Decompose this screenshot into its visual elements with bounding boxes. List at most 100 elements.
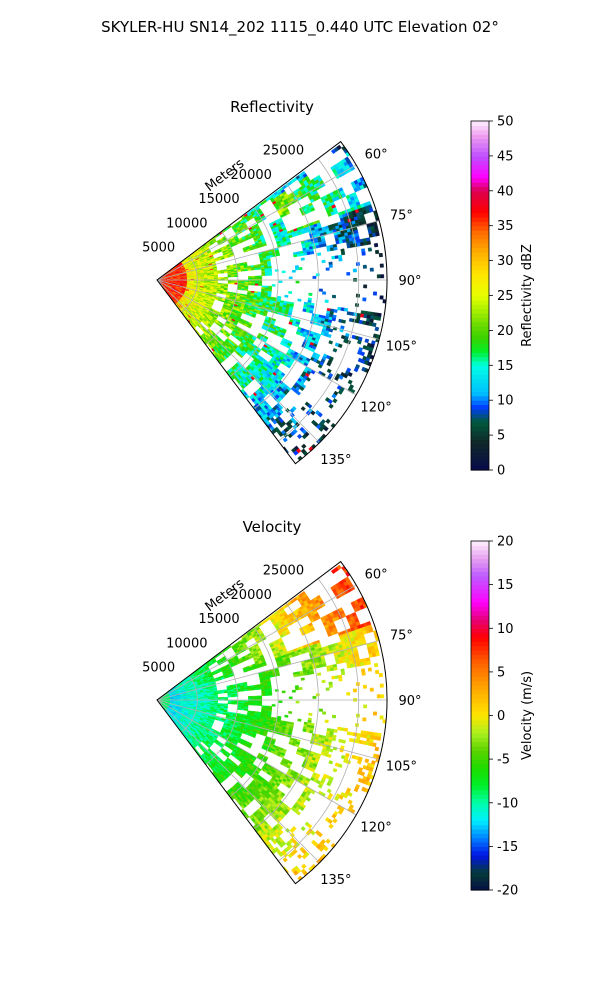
colorbar-tick-label: 35 — [497, 219, 514, 234]
colorbar-segment — [471, 147, 489, 152]
radar-gate — [254, 268, 258, 270]
velocity-title: Velocity — [243, 518, 302, 536]
radar-gate — [231, 283, 234, 284]
colorbar-segment — [471, 226, 489, 231]
radar-gate — [228, 283, 232, 284]
colorbar-segment — [471, 357, 489, 362]
radar-gate — [323, 244, 327, 247]
colorbar-segment — [471, 143, 489, 148]
radar-gate — [335, 256, 339, 259]
radar-gate — [329, 404, 334, 409]
colorbar-segment — [471, 313, 489, 318]
radar-gate — [231, 276, 234, 277]
angle-tick-label: 75° — [390, 209, 413, 224]
radar-gate — [248, 281, 251, 283]
colorbar-segment — [471, 378, 489, 383]
radar-gate — [285, 295, 289, 298]
radar-gate — [288, 291, 292, 293]
radar-gate — [238, 288, 242, 290]
colorbar-segment — [471, 343, 489, 348]
colorbar-segment — [471, 361, 489, 366]
radar-gate — [337, 307, 341, 310]
colorbar-segment — [471, 448, 489, 453]
colorbar-segment — [471, 431, 489, 436]
radial-tick-label: 25000 — [263, 144, 304, 159]
colorbar-segment — [471, 304, 489, 309]
radar-gate — [339, 258, 343, 261]
radar-gate — [332, 295, 336, 298]
colorbar-segment — [471, 248, 489, 253]
colorbar-segment — [471, 165, 489, 170]
colorbar-segment — [471, 422, 489, 427]
colorbar-segment — [471, 296, 489, 301]
angle-tick-label: 90° — [398, 274, 421, 289]
angle-tick-label: 120° — [360, 401, 391, 416]
radar-gate — [334, 309, 338, 312]
colorbar-segment — [471, 291, 489, 296]
radar-gate — [297, 254, 301, 257]
colorbar-segment — [471, 426, 489, 431]
radar-gate — [295, 268, 299, 271]
radar-gate — [310, 251, 314, 254]
radar-gate — [380, 264, 384, 268]
radar-gate — [329, 262, 333, 265]
colorbar-tick-label: 15 — [497, 359, 514, 374]
colorbar-segment — [471, 287, 489, 292]
radar-gate — [370, 268, 374, 272]
colorbar-segment — [471, 204, 489, 209]
angle-tick-label: 135° — [320, 453, 351, 468]
colorbar-segment — [471, 457, 489, 462]
colorbar-segment — [471, 152, 489, 157]
reflectivity-title: Reflectivity — [230, 98, 314, 116]
colorbar-segment — [471, 391, 489, 396]
colorbar-segment — [471, 234, 489, 239]
radar-gate — [309, 310, 313, 313]
radar-gate — [217, 272, 221, 273]
colorbar-segment — [471, 322, 489, 327]
colorbar-segment — [471, 138, 489, 143]
colorbar-tick-label: 45 — [497, 149, 514, 164]
radar-gate — [381, 275, 384, 279]
radar-gate — [333, 398, 338, 403]
colorbar-segment — [471, 208, 489, 213]
colorbar-segment — [471, 274, 489, 279]
velocity-panel: Velocity 5000 10000 15000 20000 25000 Me… — [142, 518, 535, 899]
radar-gate — [329, 340, 333, 344]
radar-gate — [327, 334, 331, 338]
radar-gate — [375, 327, 379, 331]
colorbar-segment — [471, 195, 489, 200]
colorbar-segment — [471, 278, 489, 283]
radar-gate — [294, 254, 298, 257]
radar-gate — [329, 265, 333, 268]
radar-gate — [326, 419, 331, 424]
radar-gate — [357, 340, 361, 344]
radar-gate — [289, 277, 292, 279]
reflectivity-colorbar — [471, 121, 493, 471]
colorbar-segment — [471, 309, 489, 314]
radar-gate — [251, 268, 255, 270]
colorbar-segment — [471, 418, 489, 423]
radar-gate — [292, 270, 296, 272]
radar-gate — [341, 252, 345, 255]
radar-gate — [252, 284, 256, 286]
radar-gate — [299, 267, 303, 270]
radar-gate — [282, 271, 286, 273]
colorbar-segment — [471, 191, 489, 196]
reflectivity-colorbar-ticks: 0 5 10 15 20 25 30 35 40 45 50 — [497, 115, 514, 479]
colorbar-segment — [471, 256, 489, 261]
colorbar-segment — [471, 326, 489, 331]
radar-gate — [367, 241, 371, 245]
radar-gate — [272, 284, 276, 286]
radar-gate — [297, 434, 302, 439]
radial-tick-label: 10000 — [166, 216, 207, 231]
radar-gate — [368, 248, 372, 252]
colorbar-segment — [471, 160, 489, 165]
colorbar-tick-label: 20 — [497, 324, 514, 339]
radar-gate — [313, 276, 316, 279]
radar-gate — [301, 444, 306, 449]
radar-gate — [304, 253, 308, 256]
colorbar-segment — [471, 134, 489, 139]
radar-gate — [248, 269, 252, 271]
radar-gate — [362, 252, 366, 256]
